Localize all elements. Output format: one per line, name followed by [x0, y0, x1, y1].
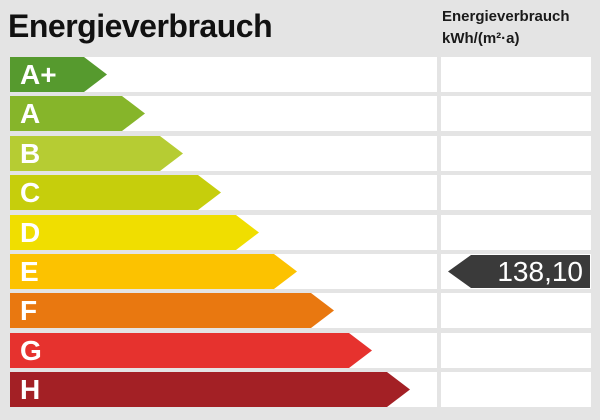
rating-arrow: E — [10, 254, 297, 289]
rating-letter: F — [20, 295, 38, 326]
rating-row: B — [0, 136, 600, 171]
rating-letter: D — [20, 217, 41, 248]
rating-arrow: B — [10, 136, 183, 171]
rating-letter: E — [20, 256, 39, 287]
value-cell — [441, 333, 591, 368]
rating-row: A — [0, 96, 600, 131]
rating-row: C — [0, 175, 600, 210]
rating-arrow: A — [10, 96, 145, 131]
rating-row: G — [0, 333, 600, 368]
rating-row: A+ — [0, 57, 600, 92]
value-cell — [441, 215, 591, 250]
rating-letter: A — [20, 98, 41, 129]
rating-row: E 138,10 — [0, 254, 600, 289]
unit-header-line1: Energieverbrauch — [442, 8, 570, 25]
value-cell — [441, 57, 591, 92]
rating-row: F — [0, 293, 600, 328]
value-cell — [441, 96, 591, 131]
rating-arrow: C — [10, 175, 221, 210]
rating-arrow: A+ — [10, 57, 107, 92]
value-cell — [441, 175, 591, 210]
unit-column-header: Energieverbrauch kWh/(m²·a) — [442, 6, 570, 50]
rating-arrow: F — [10, 293, 334, 328]
rating-letter: A+ — [20, 59, 57, 90]
value-tag: 138,10 — [448, 255, 590, 288]
rating-letter: C — [20, 177, 41, 208]
rating-arrow: H — [10, 372, 410, 407]
rating-row: H — [0, 372, 600, 407]
value-text: 138,10 — [497, 256, 583, 287]
rating-arrow: D — [10, 215, 259, 250]
rating-arrow: G — [10, 333, 372, 368]
value-cell — [441, 136, 591, 171]
value-cell — [441, 293, 591, 328]
rating-row: D — [0, 215, 600, 250]
rating-letter: H — [20, 374, 41, 405]
rating-letter: B — [20, 138, 41, 169]
page-title: Energieverbrauch — [8, 8, 273, 44]
value-cell — [441, 372, 591, 407]
rating-letter: G — [20, 335, 42, 366]
unit-header-line2: kWh/(m²·a) — [442, 30, 520, 47]
